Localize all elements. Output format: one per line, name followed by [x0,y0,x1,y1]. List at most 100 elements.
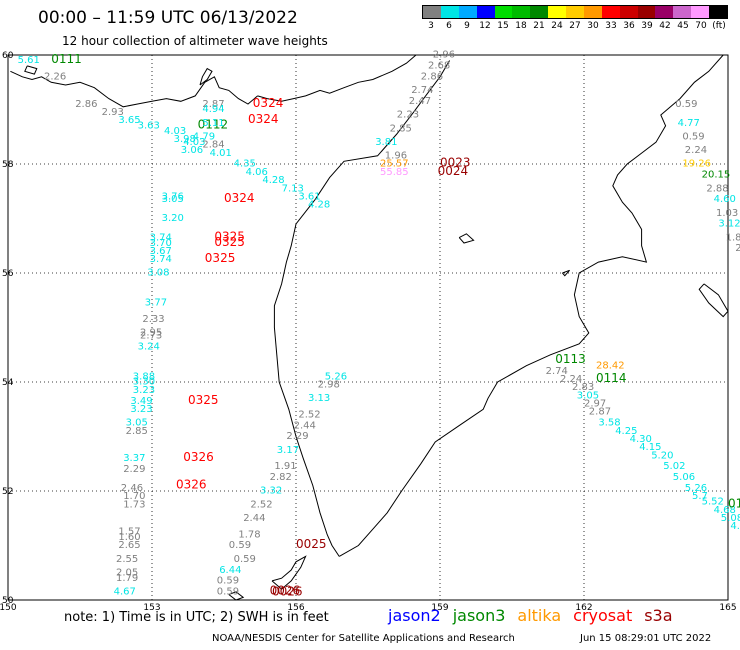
legend-label: 33 [605,21,617,31]
wave-height-value: 0.59 [234,554,256,565]
wave-height-value: 3.30 [133,377,155,388]
x-tick-label: 162 [575,603,592,613]
wave-height-value: 2.52 [250,499,272,510]
wave-height-value: 3.13 [308,393,330,404]
legend-swatch [548,6,566,18]
y-tick-label: 54 [2,378,14,388]
pass-label: 0024 [438,164,469,178]
wave-height-value: 0.59 [217,576,239,587]
wave-height-value: 3.76 [162,191,184,202]
legend-swatch [655,6,674,18]
wave-height-value: 2.29 [286,431,308,442]
wave-height-value: 2.95 [140,328,162,339]
y-tick-label: 52 [2,487,13,497]
legend-label: 24 [551,21,563,31]
wave-height-value: 2.44 [243,513,265,524]
wave-height-value: 4.35 [234,159,256,170]
x-tick-label: 150 [0,603,17,613]
legend-swatch [530,6,549,18]
coastline-segment [562,269,570,277]
legend-swatch [601,6,620,18]
legend-swatch [619,6,638,18]
wave-height-value: 4.25 [615,426,637,437]
legend-swatch [709,6,727,18]
map-grid [8,55,728,600]
wave-height-value: 2.74 [411,85,433,96]
wave-height-value: 3.24 [138,341,160,352]
wave-height-value: 1.78 [238,529,260,540]
x-tick-label: 159 [431,603,448,613]
wave-height-value: 2.44 [294,420,316,431]
wave-height-value: 2.05 [116,567,138,578]
wave-height-value: 3.32 [260,486,282,497]
wave-height-value: 1.96 [385,151,407,162]
satellite-legend-jason2: jason2 [388,606,441,625]
wave-height-value: 2.86 [75,99,97,110]
pass-label: 0326 [183,450,214,464]
wave-height-value: 19.26 [682,159,711,170]
pass-label: 0111 [51,52,82,66]
legend-label: 36 [623,21,635,31]
wave-height-value: 3.17 [277,445,299,456]
wave-height-value: 2.33 [142,314,164,325]
wave-height-value: 4.94 [202,104,224,115]
wave-height-value: 3.88 [133,371,155,382]
x-tick-label: 153 [143,603,160,613]
legend-swatches [422,5,728,19]
wave-height-value: 3.81 [375,137,397,148]
pass-label: 0324 [248,112,279,126]
axis-ticks: 150 153 156 159 162 165 60 58 56 54 52 50 [0,51,737,613]
credit-line: NOAA/NESDIS Center for Satellite Applica… [212,633,515,644]
y-tick-label: 60 [2,51,14,61]
legend-swatch [423,6,441,18]
coastline-segment [228,591,245,601]
y-tick-label: 58 [2,160,14,170]
y-tick-label: 50 [2,596,14,606]
wave-height-value: 6.44 [219,565,241,576]
wave-height-value: 0.59 [675,99,697,110]
wave-height-value: 3.98 [174,134,196,145]
satellite-legend-s3a: s3a [644,606,673,625]
wave-height-value: 3.12 [718,219,740,230]
wave-height-value: 4.77 [678,118,700,129]
legend-labels: 3 6 9 12 15 18 21 24 27 30 33 36 39 42 45 70 (ft) [422,19,728,31]
wave-height-value: 2.46 [121,483,143,494]
legend-swatch [494,6,513,18]
wave-height-value: 5.08 [721,513,740,524]
wave-height-value: 2.98 [318,379,340,390]
satellite-legend-cryosat: cryosat [573,606,633,625]
wave-height-value: 2.55 [116,554,138,565]
legend-label: 45 [677,21,689,31]
coastline-segment [257,54,417,102]
pass-label: 0113 [555,352,586,366]
wave-height-value: 3.06 [181,145,203,156]
wave-height-value: 3.05 [126,418,148,429]
wave-height-value: 0.59 [229,540,251,551]
wave-height-value: 1.73 [123,499,145,510]
wave-height-value: 2.85 [126,426,148,437]
pass-label: 0325 [205,251,236,265]
wave-height-value: 2.74 [546,366,568,377]
satellite-legend-altika: altika [517,606,562,625]
wave-height-value: 3.77 [145,298,167,309]
wave-height-value: 5.20 [651,450,673,461]
coastline-segment [10,70,258,108]
wave-height-value: 25.57 [380,159,409,170]
wave-height-value: 2.76 [735,243,740,254]
wave-height-value: 3.74 [150,254,172,265]
wave-height-value: 3.37 [123,453,145,464]
wave-height-value: 2.29 [123,464,145,475]
wave-height-value: 2.68 [428,61,450,72]
color-legend: 3 6 9 12 15 18 21 24 27 30 33 36 39 42 45 70 (ft) [422,5,728,35]
wave-height-value: 2.93 [102,107,124,118]
page-subtitle: 12 hour collection of altimeter wave hei… [62,34,328,48]
coastline-segment [698,283,729,318]
wave-height-value: 7.13 [282,183,304,194]
wave-height-value: 2.24 [560,374,582,385]
wave-height-value: 1.81 [726,232,740,243]
wave-height-value: 3.70 [150,238,172,249]
wave-height-value: 2.52 [298,409,320,420]
wave-height-value: 2.86 [421,72,443,83]
timestamp: Jun 15 08:29:01 UTC 2022 [580,633,712,644]
wave-height-value: 0.59 [682,131,704,142]
